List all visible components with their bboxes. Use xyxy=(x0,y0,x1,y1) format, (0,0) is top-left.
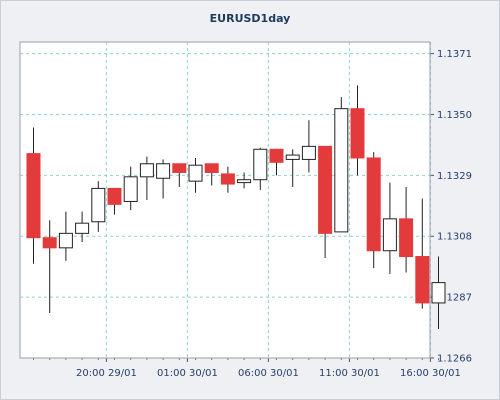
candle-body-bearish xyxy=(318,145,333,234)
y-tick-label: 1.1350 xyxy=(437,110,472,121)
candle-body-bullish xyxy=(285,154,300,160)
candle-body-bullish xyxy=(139,163,154,178)
candle-body-bullish xyxy=(431,282,446,304)
candle-body-bearish xyxy=(172,163,187,173)
candle-body-bearish xyxy=(399,218,414,258)
candle-body-bullish xyxy=(75,222,90,234)
candle-body-bearish xyxy=(269,148,284,163)
y-tick-label: 1.1287 xyxy=(437,293,472,304)
plot-border xyxy=(19,41,431,359)
candle-body-bullish xyxy=(156,163,171,179)
candle-body-bearish xyxy=(107,187,122,205)
candle-body-bullish xyxy=(301,145,316,160)
x-tick-label: 11:00 30/01 xyxy=(319,368,380,379)
candle-body-bullish xyxy=(58,232,73,249)
candle-body-bearish xyxy=(366,157,381,252)
candle-body-bullish xyxy=(382,218,397,252)
candle-body-bullish xyxy=(237,179,252,184)
y-tick-label: 1.1329 xyxy=(437,171,472,182)
x-tick-label: 01:00 30/01 xyxy=(157,368,218,379)
plot-background xyxy=(20,42,430,358)
candle-body-bearish xyxy=(415,256,430,304)
candle-body-bullish xyxy=(334,108,349,233)
candle-body-bearish xyxy=(220,173,235,185)
candle-body-bullish xyxy=(123,176,138,202)
candle-body-bearish xyxy=(350,108,365,159)
chart-title: EURUSD1day xyxy=(209,12,291,25)
y-tick-label: 1.1371 xyxy=(437,49,472,60)
x-tick-label: 20:00 29/01 xyxy=(76,368,137,379)
candle-body-bearish xyxy=(26,153,41,239)
candle-body-bullish xyxy=(91,187,106,223)
y-tick-label: 1.1308 xyxy=(437,232,472,243)
x-tick-label: 16:00 30/01 xyxy=(400,368,461,379)
candle-body-bullish xyxy=(188,164,203,182)
candle-body-bearish xyxy=(42,237,57,249)
plot-area: 1.1266 1.1287 1.1308 1.1329 1.1350 1.1371 20:0… xyxy=(19,41,472,379)
candle-body-bearish xyxy=(204,163,219,173)
x-tick-label: 06:00 30/01 xyxy=(238,368,299,379)
y-tick-label: 1.1266 xyxy=(437,354,472,365)
candle-body-bullish xyxy=(253,148,268,181)
